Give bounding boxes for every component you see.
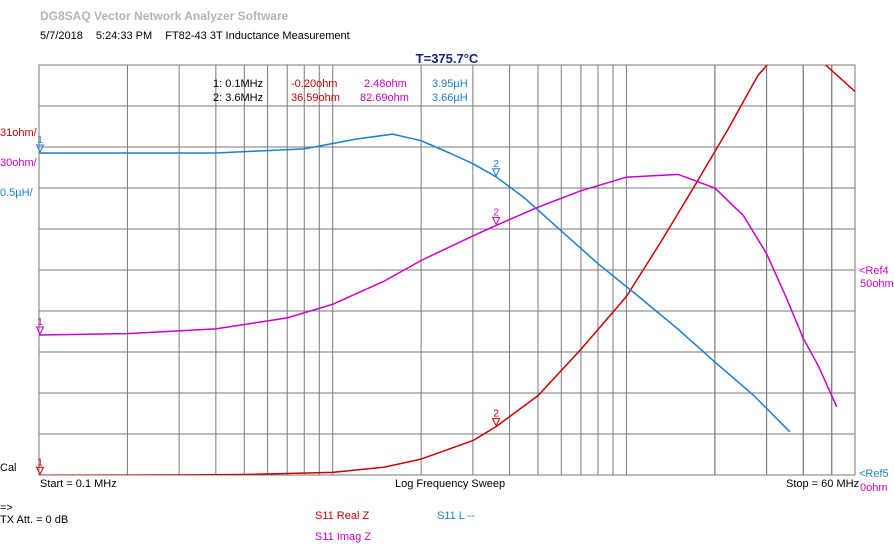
ref5-value: 0ohm xyxy=(860,482,888,494)
marker-triangle xyxy=(491,418,501,427)
date-label: 5/7/2018 xyxy=(40,30,83,42)
marker-number: 2 xyxy=(493,159,499,170)
marker-2-real: 36.59ohm xyxy=(291,92,340,104)
legend-real[interactable]: S11 Real Z xyxy=(315,510,370,522)
marker-number: 1 xyxy=(37,457,43,468)
inductance-trace xyxy=(39,133,791,433)
imag-scale-label: 30ohm/ xyxy=(0,157,37,169)
measurement-info: 5/7/2018 5:24:33 PM FT82-43 3T Inductanc… xyxy=(40,30,360,42)
marker-triangle xyxy=(35,326,45,336)
marker-number: 1 xyxy=(37,135,43,146)
measurement-title: FT82-43 3T Inductance Measurement xyxy=(165,30,350,42)
legend-inductance[interactable]: S11 L -- xyxy=(437,510,475,522)
plot-grid xyxy=(38,64,856,476)
marker-2-id: 2: 3.6MHz xyxy=(213,92,264,104)
ref5-arrow[interactable]: <Ref5 xyxy=(859,468,889,480)
marker-2-inductance: 3.66µH xyxy=(432,92,468,104)
temperature-label: T=375.7°C xyxy=(415,51,479,66)
time-label: 5:24:33 PM xyxy=(95,30,153,42)
marker-number: 1 xyxy=(37,317,43,328)
ref4-value: 50ohm xyxy=(860,278,894,290)
app-title: DG8SAQ Vector Network Analyzer Software xyxy=(40,9,289,23)
marker-triangle xyxy=(491,216,501,226)
marker-1-inductance: 3.95µH xyxy=(432,78,468,90)
marker-1-imag: 2.48ohm xyxy=(364,78,407,90)
marker-number: 2 xyxy=(493,409,499,420)
legend-imag[interactable]: S11 Imag Z xyxy=(315,531,372,543)
arrow-indicator: => xyxy=(0,502,13,514)
real-scale-label: 31ohm/ xyxy=(0,127,37,139)
marker-triangle xyxy=(35,466,45,476)
start-frequency: Start = 0.1 MHz xyxy=(40,478,117,490)
marker-triangle xyxy=(491,168,501,177)
stop-frequency: Stop = 60 MHz xyxy=(786,478,860,490)
ref4-arrow[interactable]: <Ref4 xyxy=(859,265,889,277)
marker-1-id: 1: 0.1MHz xyxy=(213,78,264,90)
marker-2-imag: 82.69ohm xyxy=(360,92,409,104)
real-z-trace xyxy=(39,65,855,475)
imag-z-trace xyxy=(39,173,838,408)
plot-markers: 1 2 1 2 1 2 xyxy=(35,135,501,476)
tx-attenuation: TX Att. = 0 dB xyxy=(0,514,69,526)
plot-traces xyxy=(39,65,855,475)
sweep-type: Log Frequency Sweep xyxy=(395,478,506,490)
cal-label[interactable]: Cal xyxy=(0,462,17,474)
marker-1-real: -0.20ohm xyxy=(291,78,338,90)
inductance-scale-label: 0.5µH/ xyxy=(0,187,33,199)
marker-triangle xyxy=(35,144,45,154)
marker-number: 2 xyxy=(493,207,499,218)
